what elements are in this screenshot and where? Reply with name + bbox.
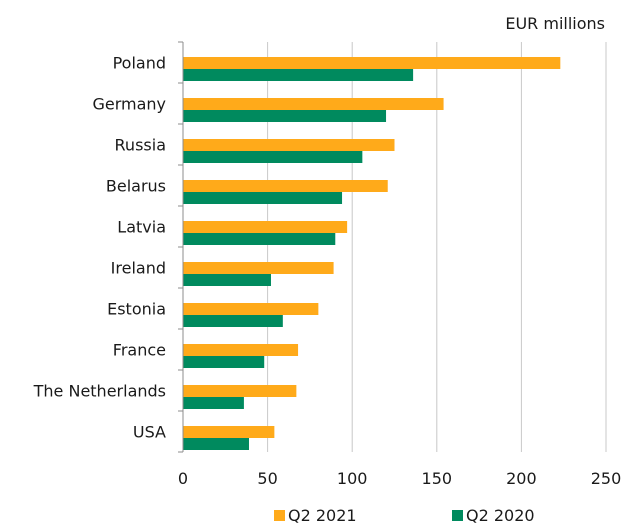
x-tick-label-250: 250 <box>591 469 622 488</box>
bar-germany-q2-2020 <box>183 110 387 122</box>
bar-latvia-q2-2020 <box>183 233 336 245</box>
legend-swatch-q2-2021 <box>274 510 285 521</box>
bar-belarus-q2-2021 <box>183 180 388 192</box>
bar-latvia-q2-2021 <box>183 221 348 233</box>
bar-russia-q2-2021 <box>183 139 395 151</box>
bar-ireland-q2-2020 <box>183 274 271 286</box>
bar-poland-q2-2020 <box>183 69 414 81</box>
legend: Q2 2021 Q2 2020 <box>274 506 535 525</box>
category-label-germany: Germany <box>92 95 166 114</box>
bar-france-q2-2021 <box>183 344 299 356</box>
category-label-usa: USA <box>133 423 166 442</box>
legend-label-q2-2020: Q2 2020 <box>466 506 535 525</box>
x-tick-label-100: 100 <box>337 469 368 488</box>
legend-swatch-q2-2020 <box>452 510 463 521</box>
bar-the-netherlands-q2-2020 <box>183 397 244 409</box>
bar-the-netherlands-q2-2021 <box>183 385 297 397</box>
x-tick-label-200: 200 <box>506 469 537 488</box>
labels-layer: 0 50 100 150 200 250 Poland Germany Russia Belaru… <box>33 54 622 489</box>
bar-usa-q2-2021 <box>183 426 275 438</box>
bar-estonia-q2-2020 <box>183 315 283 327</box>
bar-ireland-q2-2021 <box>183 262 334 274</box>
bar-usa-q2-2020 <box>183 438 249 450</box>
category-label-poland: Poland <box>113 54 166 73</box>
category-label-france: France <box>113 341 166 360</box>
bars-layer <box>183 57 561 450</box>
bar-germany-q2-2021 <box>183 98 444 110</box>
category-label-the-netherlands: The Netherlands <box>33 382 166 401</box>
category-label-belarus: Belarus <box>106 177 166 196</box>
category-label-estonia: Estonia <box>107 300 166 319</box>
bar-belarus-q2-2020 <box>183 192 343 204</box>
bar-russia-q2-2020 <box>183 151 363 163</box>
category-label-latvia: Latvia <box>117 218 166 237</box>
bar-poland-q2-2021 <box>183 57 561 69</box>
category-label-russia: Russia <box>115 136 166 155</box>
unit-label: EUR millions <box>505 14 605 33</box>
bar-france-q2-2020 <box>183 356 265 368</box>
x-tick-label-0: 0 <box>178 469 188 488</box>
legend-label-q2-2021: Q2 2021 <box>288 506 357 525</box>
x-tick-label-50: 50 <box>257 469 277 488</box>
x-tick-label-150: 150 <box>422 469 453 488</box>
category-label-ireland: Ireland <box>111 259 166 278</box>
axis-layer <box>178 41 184 453</box>
bar-estonia-q2-2021 <box>183 303 319 315</box>
